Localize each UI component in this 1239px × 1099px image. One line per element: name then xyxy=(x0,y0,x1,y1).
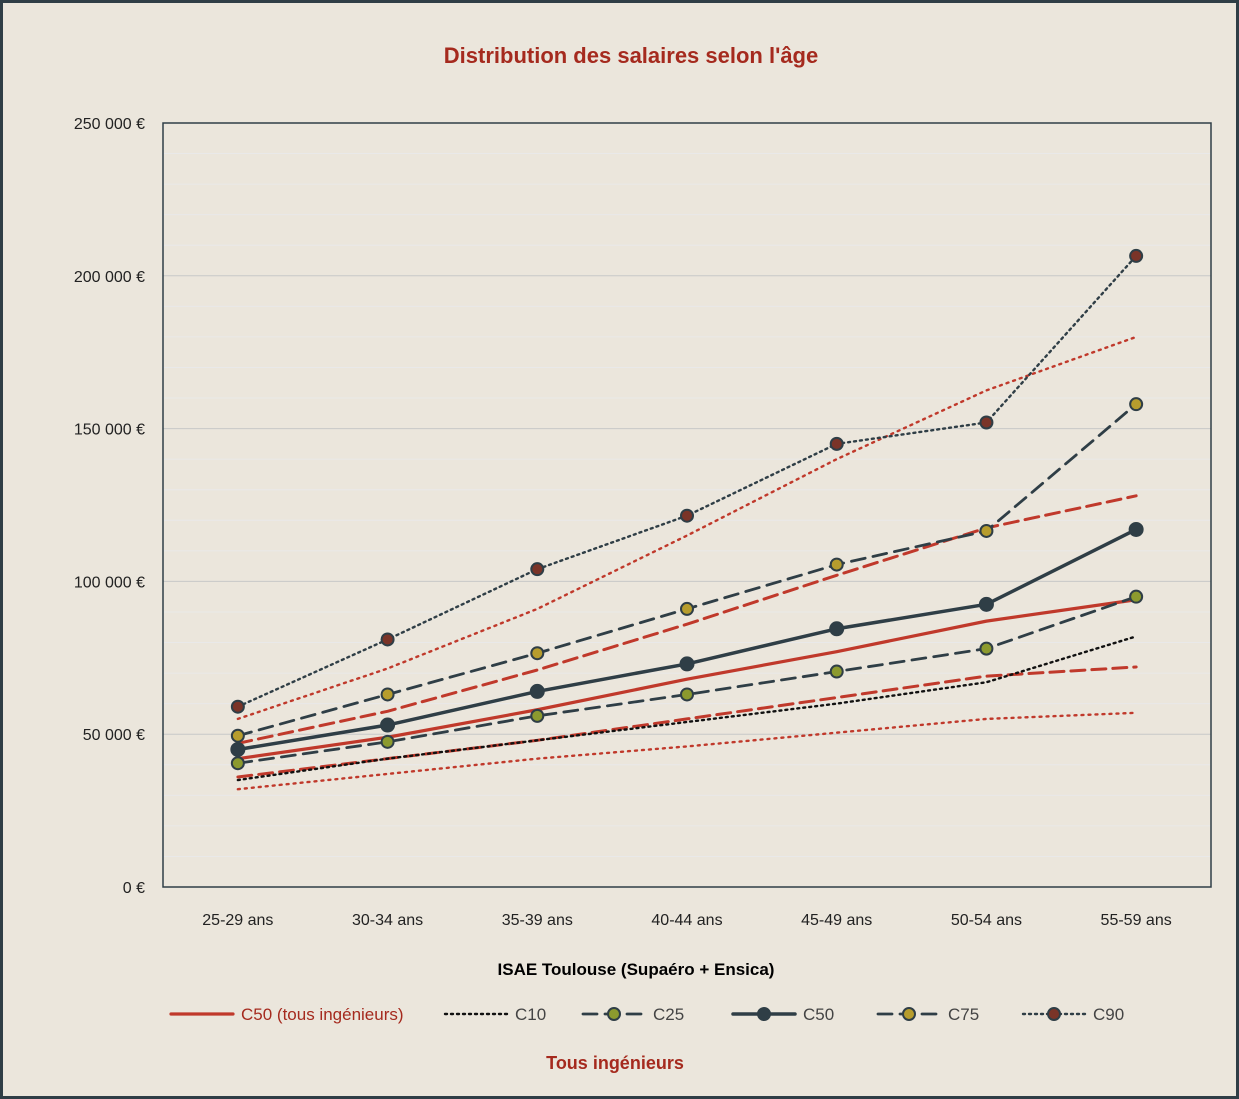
chart-title: Distribution des salaires selon l'âge xyxy=(444,43,818,68)
series-point xyxy=(979,641,994,656)
x-tick-label: 25-29 ans xyxy=(202,912,273,929)
x-axis: 25-29 ans 30-34 ans 35-39 ans 40-44 ans 45-4… xyxy=(202,912,1171,929)
legend-label: C10 xyxy=(515,1005,546,1024)
legend-label: C50 (tous ingénieurs) xyxy=(241,1005,404,1024)
plot-area-border xyxy=(162,122,1212,888)
y-tick-label: 200 000 € xyxy=(74,269,145,286)
y-tick-label: 0 € xyxy=(123,880,145,897)
legend-footer-label: Tous ingénieurs xyxy=(546,1053,684,1073)
series-point xyxy=(680,508,694,523)
legend-label: C75 xyxy=(948,1005,979,1024)
series-point xyxy=(230,756,245,771)
series-point xyxy=(380,717,396,733)
x-tick-label: 35-39 ans xyxy=(502,912,573,929)
series-point xyxy=(829,621,845,637)
series-point xyxy=(380,632,395,647)
legend-label: C25 xyxy=(653,1005,684,1024)
series-point xyxy=(1128,521,1144,537)
legend-marker xyxy=(1047,1007,1061,1021)
series-line xyxy=(236,711,1138,791)
series-point xyxy=(679,656,695,672)
series-point xyxy=(230,741,246,757)
series-point xyxy=(829,664,844,679)
series-line xyxy=(236,402,1138,738)
series-point xyxy=(380,734,395,749)
y-tick-label: 250 000 € xyxy=(74,116,145,133)
x-tick-label: 50-54 ans xyxy=(951,912,1022,929)
x-tick-label: 45-49 ans xyxy=(801,912,872,929)
series-point xyxy=(230,699,245,714)
x-tick-label: 40-44 ans xyxy=(651,912,722,929)
series-point xyxy=(530,708,545,723)
series-point xyxy=(829,436,844,451)
legend: C50 (tous ingénieurs) C10 C25 C50 C75 C90 xyxy=(169,1005,1124,1024)
series-point xyxy=(1129,397,1144,412)
series-line xyxy=(236,527,1138,752)
grid-layer xyxy=(163,153,1211,857)
legend-marker xyxy=(902,1007,916,1021)
x-tick-label: 55-59 ans xyxy=(1101,912,1172,929)
series-point xyxy=(829,557,844,572)
series-line xyxy=(236,335,1138,721)
y-axis: 0 € 50 000 € 100 000 € 150 000 € 200 000 € 25… xyxy=(74,116,145,897)
y-tick-label: 150 000 € xyxy=(74,422,145,439)
series-point xyxy=(529,683,545,699)
series-point xyxy=(230,728,245,743)
legend-label: C90 xyxy=(1093,1005,1124,1024)
series-point xyxy=(979,523,994,538)
legend-marker xyxy=(757,1007,771,1021)
series-point xyxy=(978,596,994,612)
x-axis-label: ISAE Toulouse (Supaéro + Ensica) xyxy=(498,960,775,979)
legend-marker xyxy=(607,1007,621,1021)
series-line xyxy=(236,635,1138,782)
series-point xyxy=(680,601,694,616)
salary-line-chart: Distribution des salaires selon l'âge 0 … xyxy=(74,43,1212,1073)
series-point xyxy=(680,687,694,702)
series-point xyxy=(380,687,395,702)
y-tick-label: 50 000 € xyxy=(83,727,145,744)
series-point xyxy=(979,415,994,430)
series-point xyxy=(530,646,545,661)
series-point xyxy=(1129,248,1144,263)
x-tick-label: 30-34 ans xyxy=(352,912,423,929)
series-layer xyxy=(230,248,1144,791)
series-point xyxy=(1129,589,1144,604)
series-point xyxy=(530,562,545,577)
series-line xyxy=(236,254,1138,708)
legend-label: C50 xyxy=(803,1005,834,1024)
y-tick-label: 100 000 € xyxy=(74,574,145,591)
